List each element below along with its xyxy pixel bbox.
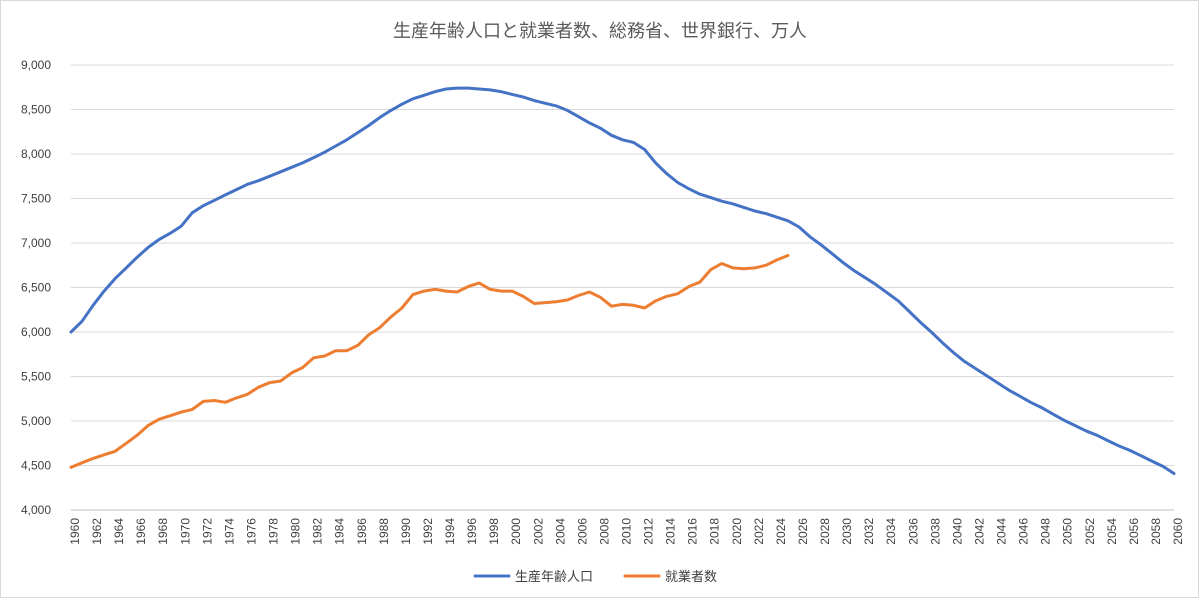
x-tick-label: 2022 — [752, 518, 766, 545]
y-tick-label: 7,000 — [21, 236, 51, 250]
legend-label-working-age-population: 生産年齢人口 — [515, 569, 593, 585]
x-tick-label: 2034 — [884, 518, 898, 545]
x-tick-label: 2036 — [906, 518, 920, 545]
x-tick-label: 2008 — [597, 518, 611, 545]
legend: 生産年齢人口 就業者数 — [473, 569, 717, 585]
x-tick-label: 2000 — [509, 518, 523, 545]
x-axis-tick-labels: 1960 1962 1964 1966 1968 1970 1972 1974 1976 1978… — [68, 518, 1185, 545]
x-tick-label: 2032 — [862, 518, 876, 545]
y-tick-label: 5,500 — [21, 370, 51, 384]
y-tick-label: 8,000 — [21, 147, 51, 161]
x-tick-label: 2050 — [1061, 518, 1075, 545]
x-tick-label: 1998 — [487, 518, 501, 545]
x-tick-label: 2060 — [1171, 518, 1185, 545]
x-tick-label: 1962 — [90, 518, 104, 545]
x-tick-label: 2004 — [553, 518, 567, 545]
y-tick-label: 6,500 — [21, 281, 51, 295]
gridlines — [71, 64, 1174, 466]
x-tick-label: 2024 — [774, 518, 788, 545]
x-tick-label: 2020 — [730, 518, 744, 545]
x-tick-label: 2012 — [642, 518, 656, 545]
series-line-working-age-population — [69, 86, 1176, 475]
x-tick-label: 2028 — [818, 518, 832, 545]
legend-label-employed-persons: 就業者数 — [665, 569, 717, 585]
y-tick-label: 6,000 — [21, 325, 51, 339]
x-tick-label: 2038 — [928, 518, 942, 545]
x-tick-label: 1982 — [311, 518, 325, 545]
x-tick-label: 2018 — [708, 518, 722, 545]
x-tick-label: 2002 — [531, 518, 545, 545]
x-tick-label: 1986 — [355, 518, 369, 545]
x-tick-label: 2016 — [686, 518, 700, 545]
x-tick-label: 1964 — [112, 518, 126, 545]
x-tick-label: 2030 — [840, 518, 854, 545]
x-tick-label: 1990 — [399, 518, 413, 545]
y-tick-label: 8,500 — [21, 103, 51, 117]
x-tick-label: 1978 — [267, 518, 281, 545]
series-line-employed-persons — [69, 254, 790, 469]
x-tick-label: 1992 — [421, 518, 435, 545]
x-tick-label: 2006 — [575, 518, 589, 545]
y-tick-label: 7,500 — [21, 192, 51, 206]
x-tick-label: 2014 — [664, 518, 678, 545]
x-tick-label: 2040 — [950, 518, 964, 545]
x-tick-label: 1966 — [134, 518, 148, 545]
x-tick-label: 2044 — [995, 518, 1009, 545]
x-tick-label: 1994 — [443, 518, 457, 545]
chart-title: 生産年齢人口と就業者数、総務省、世界銀行、万人 — [393, 21, 807, 42]
x-tick-label: 2042 — [972, 518, 986, 545]
x-tick-label: 2046 — [1017, 518, 1031, 545]
x-tick-label: 2026 — [796, 518, 810, 545]
y-axis-tick-labels: 4,000 4,500 5,000 5,500 6,000 6,500 7,000 7,500… — [21, 58, 51, 517]
x-tick-label: 2056 — [1127, 518, 1141, 545]
y-tick-label: 4,500 — [21, 459, 51, 473]
x-tick-label: 1970 — [178, 518, 192, 545]
x-tick-label: 2048 — [1039, 518, 1053, 545]
x-tick-label: 2058 — [1149, 518, 1163, 545]
x-tick-label: 1984 — [333, 518, 347, 545]
x-tick-label: 1974 — [222, 518, 236, 545]
series-lines — [69, 86, 1176, 475]
x-tick-label: 2052 — [1083, 518, 1097, 545]
x-tick-label: 1960 — [68, 518, 82, 545]
x-tick-label: 2010 — [620, 518, 634, 545]
x-tick-label: 1988 — [377, 518, 391, 545]
x-tick-label: 1976 — [244, 518, 258, 545]
x-tick-label: 1996 — [465, 518, 479, 545]
x-tick-label: 1980 — [289, 518, 303, 545]
x-tick-label: 1968 — [156, 518, 170, 545]
y-tick-label: 9,000 — [21, 58, 51, 72]
x-tick-label: 2054 — [1105, 518, 1119, 545]
y-tick-label: 4,000 — [21, 503, 51, 517]
x-tick-label: 1972 — [200, 518, 214, 545]
y-tick-label: 5,000 — [21, 414, 51, 428]
